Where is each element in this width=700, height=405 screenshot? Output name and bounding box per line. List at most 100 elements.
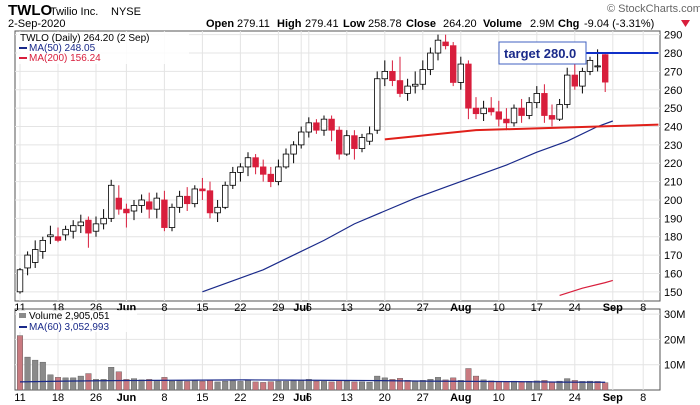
volume-bar xyxy=(108,367,115,391)
volume-bar xyxy=(564,378,571,391)
volume-bar xyxy=(480,379,487,391)
volume-bar xyxy=(374,375,381,391)
volume-bar xyxy=(275,380,282,391)
x-tick-label: 11 xyxy=(14,392,25,404)
volume-bar xyxy=(214,381,221,391)
volume-bar xyxy=(161,377,168,391)
price-tick-label: 220 xyxy=(664,158,682,170)
volume-bar xyxy=(206,379,213,391)
volume-bar xyxy=(229,380,236,391)
x-tick-label: 15 xyxy=(196,392,208,404)
candle-body xyxy=(199,188,206,192)
candle-body xyxy=(548,115,556,120)
exchange-name: NYSE xyxy=(111,6,141,18)
volume-legend: Volume 2,905,051 MA(60) 3,052,993 xyxy=(17,310,137,333)
volume-bar xyxy=(138,379,145,391)
candle-body xyxy=(518,107,525,116)
x-tick-label: Aug xyxy=(450,302,471,314)
open-value: 279.11 xyxy=(237,18,270,30)
ma50-line xyxy=(202,120,614,293)
low-value: 258.78 xyxy=(368,18,402,30)
price-tick-label: 190 xyxy=(664,213,682,225)
candle-body xyxy=(487,107,495,113)
candle-body xyxy=(602,54,609,83)
volume-bar xyxy=(252,381,259,391)
candle-body xyxy=(39,239,46,252)
candle-body xyxy=(282,153,290,168)
x-tick-label: 11 xyxy=(14,302,25,314)
volume-bar xyxy=(366,381,373,391)
x-tick-label: 24 xyxy=(569,392,581,404)
candle-body xyxy=(145,201,153,210)
volume-bar xyxy=(457,380,464,391)
price-panel xyxy=(14,30,661,302)
high-label: High xyxy=(277,18,302,30)
x-tick-label: 22 xyxy=(234,302,246,314)
volume-bar xyxy=(343,380,350,391)
volume-bar xyxy=(594,381,601,391)
x-tick-label: Jul xyxy=(293,392,309,404)
x-tick-label: Jul xyxy=(293,302,309,314)
candle-body xyxy=(115,197,122,210)
down-triangle-icon xyxy=(681,20,690,27)
candle-body xyxy=(503,118,510,124)
volume-bar xyxy=(435,377,442,391)
volume-bar xyxy=(351,381,358,391)
candle-body xyxy=(396,80,404,94)
volume-bar xyxy=(62,377,69,391)
candle-body xyxy=(594,65,601,68)
volume-bar xyxy=(222,380,229,391)
volume-bar xyxy=(571,380,578,391)
candle-body xyxy=(480,107,487,115)
price-tick-label: 210 xyxy=(664,177,682,189)
volume-bar xyxy=(184,381,191,391)
ma200-line xyxy=(559,279,613,297)
chg-label: Chg xyxy=(558,18,579,30)
volume-bar xyxy=(389,379,396,391)
candle-body xyxy=(108,184,115,219)
candle-body xyxy=(244,157,252,168)
volume-bar xyxy=(518,381,525,391)
volume-swatch xyxy=(19,313,26,318)
candle-body xyxy=(313,122,320,131)
candle-body xyxy=(404,85,411,94)
volume-bar xyxy=(328,381,335,391)
price-tick-label: 270 xyxy=(664,66,682,78)
candle-body xyxy=(297,131,305,146)
volume-bar xyxy=(55,377,62,391)
volume-bar xyxy=(32,359,39,391)
volume-bar xyxy=(397,378,404,391)
candle-body xyxy=(259,166,267,175)
indicator-lines xyxy=(19,52,659,383)
volume-bars xyxy=(17,335,609,391)
volume-bar xyxy=(488,380,495,391)
target-annotation-text: target 280.0 xyxy=(504,46,576,61)
volume-legend-label: Volume 2,905,051 xyxy=(29,311,110,322)
quote-date: 2-Sep-2020 xyxy=(8,18,66,30)
volume-bar xyxy=(336,380,343,391)
volume-bar xyxy=(130,378,137,391)
price-tick-label: 160 xyxy=(664,268,682,280)
close-value: 264.20 xyxy=(443,18,477,30)
volume-bar xyxy=(146,379,153,391)
candle-body xyxy=(328,118,335,131)
candle-body xyxy=(153,197,160,210)
candle-body xyxy=(161,199,168,228)
price-tick-label: 170 xyxy=(664,250,682,262)
candle-body xyxy=(373,78,381,131)
volume-bar xyxy=(123,379,130,391)
candle-body xyxy=(411,83,419,87)
candle-body xyxy=(138,199,145,206)
candle-body xyxy=(358,137,366,149)
x-tick-label: 8 xyxy=(161,392,167,404)
candle-body xyxy=(305,122,312,133)
price-legend-label: TWLO (Daily) 264.20 (2 Sep) xyxy=(20,33,150,44)
volume-bar xyxy=(473,375,480,391)
volume-bar xyxy=(549,381,556,391)
close-label: Close xyxy=(406,18,436,30)
volume-bar xyxy=(85,373,92,391)
volume-bar xyxy=(153,380,160,391)
candle-body xyxy=(556,104,563,120)
x-tick-label: 6 xyxy=(306,392,312,404)
